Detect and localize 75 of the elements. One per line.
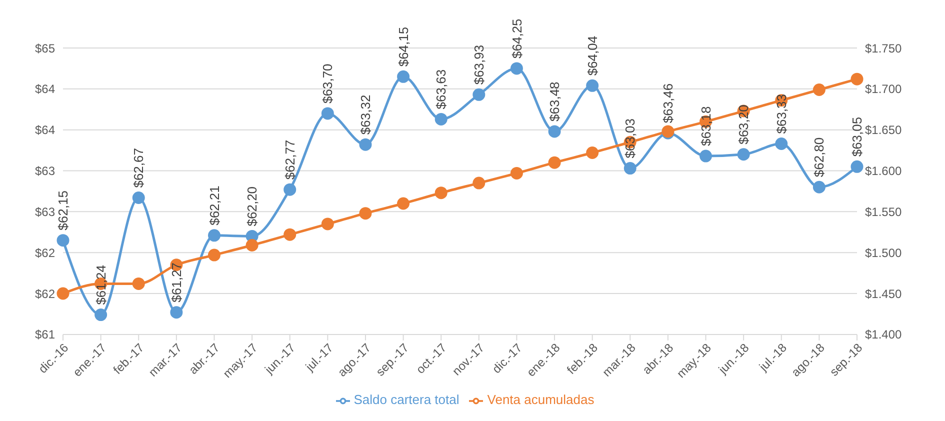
point: [624, 162, 636, 175]
y2-tick-label: $1.750: [865, 41, 902, 56]
y2-tick-label: $1.400: [865, 328, 902, 342]
point: [170, 306, 183, 319]
data-label: $62,15: [56, 190, 71, 230]
point: [548, 125, 561, 138]
data-label: $62,77: [282, 140, 298, 180]
data-label: $63,63: [434, 69, 449, 110]
data-label: $62,20: [244, 186, 260, 226]
point: [132, 277, 145, 290]
point: [208, 248, 220, 262]
data-label: $63,70: [320, 64, 336, 104]
point: [586, 79, 599, 92]
point: [359, 207, 372, 220]
y-tick-label: $64: [34, 82, 56, 96]
point: [700, 150, 712, 162]
point: [321, 218, 334, 230]
point: [775, 138, 788, 150]
point: [586, 146, 599, 160]
point: [737, 148, 750, 161]
data-label: $61,27: [168, 262, 184, 302]
point: [510, 62, 523, 75]
point: [472, 88, 486, 101]
data-label: $61,24: [93, 265, 108, 305]
data-label: $64,04: [584, 36, 600, 76]
y-tick-label: $65: [34, 41, 56, 56]
y2-tick-label: $1.600: [865, 164, 902, 178]
y-tick-label: $63: [34, 164, 56, 178]
data-label: $64,25: [509, 18, 524, 58]
point: [850, 72, 864, 86]
point: [434, 112, 448, 126]
point: [397, 70, 410, 83]
point: [850, 160, 864, 173]
point: [510, 166, 523, 180]
point: [56, 234, 70, 247]
data-label: $63,32: [358, 94, 374, 135]
point: [208, 229, 220, 242]
data-label: $62,80: [812, 137, 827, 178]
point: [284, 228, 296, 241]
y2-tick-label: $1.450: [865, 286, 902, 301]
y2-tick-label: $1.650: [865, 123, 902, 138]
point: [132, 192, 145, 204]
data-label: $63,18: [698, 106, 714, 146]
point: [434, 186, 448, 200]
point: [548, 156, 561, 169]
legend-label: Venta acumuladas: [487, 392, 594, 408]
point: [284, 183, 296, 196]
point: [472, 176, 486, 190]
y-tick-label: $62: [34, 286, 56, 301]
y-tick-label: $62: [34, 246, 56, 260]
y2-tick-label: $1.500: [865, 246, 902, 260]
y2-tick-label: $1.700: [865, 82, 902, 96]
data-label: $63,20: [736, 104, 752, 144]
data-label: $62,21: [206, 186, 222, 226]
data-label: $64,15: [396, 26, 411, 67]
y-tick-label: $63: [34, 204, 56, 219]
data-label: $63,93: [471, 44, 486, 85]
y2-tick-label: $1.550: [865, 204, 902, 219]
point: [812, 180, 826, 194]
y-tick-label: $61: [34, 328, 56, 342]
data-label: $63,48: [547, 82, 562, 122]
point: [359, 138, 372, 151]
point: [94, 308, 108, 322]
data-label: $62,67: [131, 148, 146, 188]
data-label: $63,46: [660, 83, 676, 124]
point: [56, 287, 70, 300]
data-label: $63,33: [774, 94, 789, 134]
legend-label: Saldo cartera total: [354, 392, 460, 408]
data-label: $63,05: [850, 116, 865, 157]
y-tick-label: $64: [34, 123, 56, 138]
point: [397, 197, 410, 210]
point: [321, 107, 334, 120]
point: [812, 83, 826, 96]
data-label: $63,03: [622, 118, 638, 158]
point: [246, 238, 258, 252]
